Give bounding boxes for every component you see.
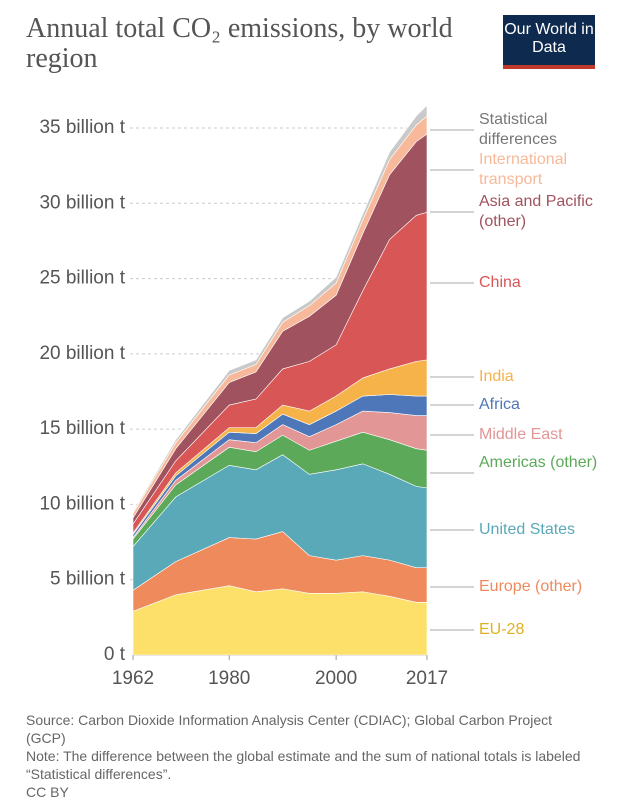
x-tick-label: 1962 bbox=[112, 668, 154, 689]
legend-label: Africa bbox=[479, 396, 520, 413]
chart-title: Annual total CO₂ emissions, by world reg… bbox=[26, 13, 453, 74]
y-tick-label: 20 billion t bbox=[39, 343, 125, 364]
area bbox=[132, 104, 428, 515]
y-tick-label: 30 billion t bbox=[39, 192, 125, 213]
legend-label: United States bbox=[479, 521, 576, 538]
license[interactable]: CC BY bbox=[26, 784, 69, 800]
legend-label: China bbox=[479, 274, 521, 291]
x-tick-label: 2017 bbox=[406, 668, 448, 689]
legend-label: Asia and Pacific (other) bbox=[479, 193, 593, 230]
x-tick-label: 1980 bbox=[208, 668, 250, 689]
legend-label: India bbox=[479, 368, 514, 385]
legend-label: EU-28 bbox=[479, 621, 525, 638]
source: Source: Carbon Dioxide Information Analy… bbox=[26, 712, 553, 746]
legend-label: International transport bbox=[479, 151, 568, 188]
logo[interactable]: Our World in Data bbox=[503, 15, 595, 69]
note: Note: The difference between the global … bbox=[26, 748, 581, 782]
y-tick-label: 5 billion t bbox=[50, 569, 126, 590]
legend-label: Middle East bbox=[479, 426, 563, 443]
y-tick-label: 15 billion t bbox=[39, 418, 125, 439]
legend-label: Europe (other) bbox=[479, 578, 583, 595]
footer: Source: Carbon Dioxide Information Analy… bbox=[26, 711, 586, 801]
y-tick-label: 35 billion t bbox=[39, 117, 125, 138]
legend-label: Americas (other) bbox=[479, 454, 598, 471]
x-tick-label: 2000 bbox=[315, 668, 357, 689]
chart: 0 t 5 billion t 10 billion t 15 billion t 20… bbox=[39, 104, 474, 689]
y-tick-label: 10 billion t bbox=[39, 493, 125, 514]
legend-label: Statistical differences bbox=[479, 111, 557, 148]
y-tick-label: 25 billion t bbox=[39, 268, 125, 289]
y-tick-label: 0 t bbox=[104, 644, 126, 665]
area bbox=[132, 585, 428, 656]
